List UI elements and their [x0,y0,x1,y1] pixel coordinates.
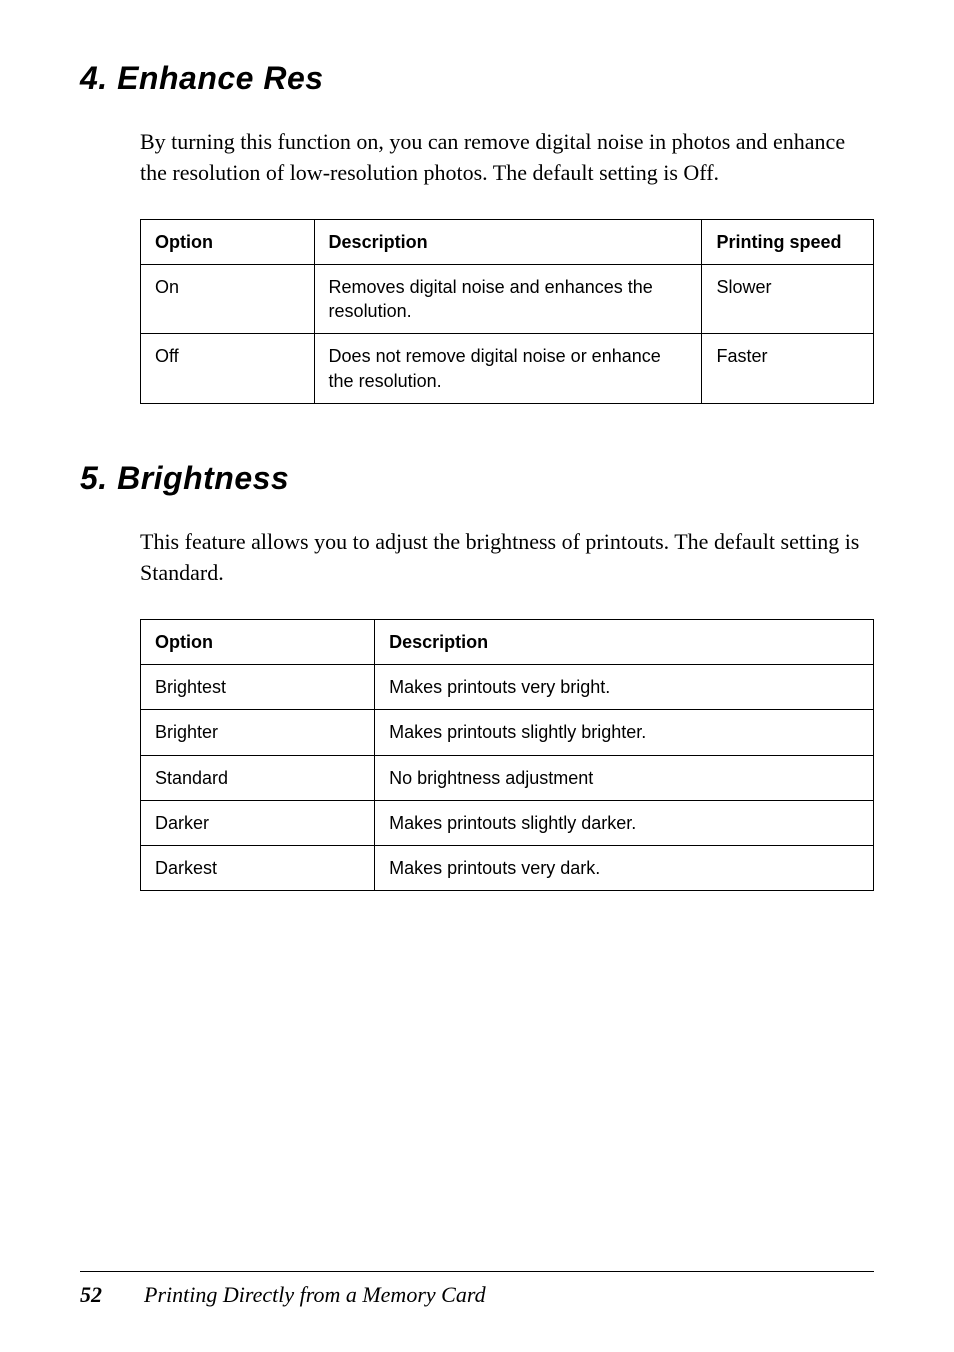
cell-description: Makes printouts very dark. [375,846,874,891]
cell-option: Darker [141,800,375,845]
section-heading-enhance-res: 4. Enhance Res [80,60,874,97]
table-enhance-res: Option Description Printing speed On Rem… [140,219,874,404]
cell-option: Off [141,334,315,404]
cell-option: Standard [141,755,375,800]
table-header-description: Description [314,219,702,264]
cell-printing-speed: Faster [702,334,874,404]
table-row: Standard No brightness adjustment [141,755,874,800]
table-brightness: Option Description Brightest Makes print… [140,619,874,892]
cell-option: On [141,264,315,334]
cell-description: Makes printouts slightly brighter. [375,710,874,755]
section-body-brightness: This feature allows you to adjust the br… [140,527,874,589]
section-body-enhance-res: By turning this function on, you can rem… [140,127,874,189]
cell-description: No brightness adjustment [375,755,874,800]
cell-option: Brighter [141,710,375,755]
cell-printing-speed: Slower [702,264,874,334]
table-row: Option Description Printing speed [141,219,874,264]
page: 4. Enhance Res By turning this function … [0,0,954,1352]
section-brightness: 5. Brightness This feature allows you to… [80,460,874,891]
table-header-printing-speed: Printing speed [702,219,874,264]
table-row: Darker Makes printouts slightly darker. [141,800,874,845]
table-row: Brighter Makes printouts slightly bright… [141,710,874,755]
cell-option: Darkest [141,846,375,891]
cell-description: Makes printouts slightly darker. [375,800,874,845]
page-footer-title: Printing Directly from a Memory Card [144,1282,486,1307]
table-row: Brightest Makes printouts very bright. [141,664,874,709]
cell-description: Does not remove digital noise or enhance… [314,334,702,404]
table-row: Option Description [141,619,874,664]
table-header-description: Description [375,619,874,664]
section-enhance-res: 4. Enhance Res By turning this function … [80,60,874,404]
page-footer: 52 Printing Directly from a Memory Card [80,1271,874,1308]
cell-option: Brightest [141,664,375,709]
table-row: Darkest Makes printouts very dark. [141,846,874,891]
section-heading-brightness: 5. Brightness [80,460,874,497]
table-header-option: Option [141,219,315,264]
table-header-option: Option [141,619,375,664]
table-row: On Removes digital noise and enhances th… [141,264,874,334]
page-number: 52 [80,1282,140,1308]
table-row: Off Does not remove digital noise or enh… [141,334,874,404]
cell-description: Makes printouts very bright. [375,664,874,709]
cell-description: Removes digital noise and enhances the r… [314,264,702,334]
